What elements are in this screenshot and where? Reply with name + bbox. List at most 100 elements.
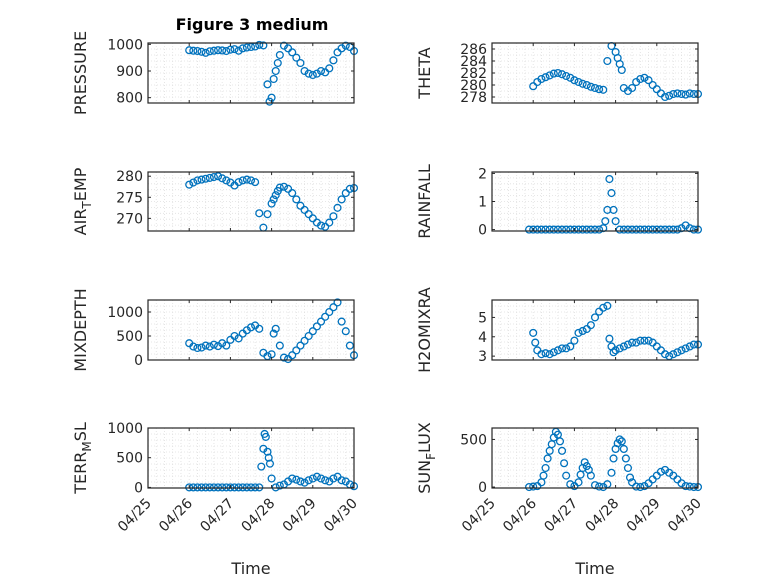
data-point xyxy=(279,353,289,362)
data-point xyxy=(557,225,567,234)
data-point xyxy=(189,46,198,55)
data-point xyxy=(615,225,624,234)
data-point xyxy=(590,225,600,234)
x-tick-label: 04/25 xyxy=(459,496,499,536)
x-tick-label: 04/29 xyxy=(624,496,664,536)
data-point xyxy=(316,317,326,326)
data-point xyxy=(611,217,620,226)
data-point xyxy=(265,97,274,106)
data-point xyxy=(213,46,223,55)
data-point xyxy=(636,336,645,345)
data-point xyxy=(300,336,309,345)
y-axis-label: H2OMIXRA xyxy=(415,287,434,373)
y-tick-label: 2 xyxy=(478,166,487,182)
data-point xyxy=(275,341,284,350)
data-point xyxy=(603,301,612,310)
subplot-8: 0 500 04/25 04/26 04/27 04/28 04/29 04/30 Time SU… xyxy=(415,422,705,578)
y-tick-label: 1000 xyxy=(107,37,143,53)
y-tick-label: 500 xyxy=(460,432,487,448)
data-point xyxy=(333,48,342,57)
y-tick-label: 5 xyxy=(478,310,487,326)
x-tick-label: 04/30 xyxy=(665,496,705,536)
data-point xyxy=(541,349,550,358)
data-point xyxy=(599,303,608,312)
y-axis-label: THETA xyxy=(415,47,434,99)
subplot-1: 800 900 1000 PRESSURE xyxy=(71,31,359,115)
data-point xyxy=(263,447,272,456)
data-point xyxy=(279,182,289,191)
data-point xyxy=(316,66,326,76)
data-point xyxy=(234,334,243,343)
x-tick-label: 04/26 xyxy=(500,495,540,535)
data-point xyxy=(648,80,657,90)
data-point xyxy=(205,173,214,182)
data-point xyxy=(609,454,618,463)
data-point xyxy=(545,350,554,359)
data-point xyxy=(325,64,334,73)
data-point xyxy=(308,214,317,223)
y-tick-label: 286 xyxy=(460,42,487,58)
data-point xyxy=(269,74,278,84)
data-point xyxy=(312,472,321,481)
data-point xyxy=(329,212,338,221)
data-point xyxy=(673,225,682,234)
data-point xyxy=(185,180,194,189)
data-point xyxy=(292,475,301,484)
data-point xyxy=(209,46,218,55)
data-point xyxy=(238,44,247,53)
data-point xyxy=(636,74,645,84)
data-point xyxy=(193,46,202,56)
data-point xyxy=(586,321,595,330)
data-point xyxy=(234,178,243,187)
data-point xyxy=(562,471,571,480)
data-point xyxy=(316,474,326,483)
data-point xyxy=(609,205,618,214)
data-point xyxy=(632,482,641,491)
axes-box xyxy=(147,299,355,361)
data-point xyxy=(566,225,575,234)
subplot-3: 270 275 280 AIRTEMP xyxy=(71,167,359,235)
data-point xyxy=(205,342,214,351)
data-points xyxy=(525,174,703,234)
x-tick-label: 04/30 xyxy=(321,496,361,536)
y-tick-label: 0 xyxy=(134,480,143,496)
data-point xyxy=(595,85,604,94)
data-point xyxy=(607,189,616,198)
data-point xyxy=(263,210,272,219)
data-point xyxy=(205,47,214,56)
data-point xyxy=(603,56,612,66)
subplot-5: 0 500 1000 MIXDEPTH xyxy=(71,288,359,372)
data-point xyxy=(288,474,297,483)
data-point xyxy=(601,217,610,226)
data-point xyxy=(193,343,202,353)
data-point xyxy=(669,89,678,99)
y-tick-label: 1000 xyxy=(107,305,143,321)
data-point xyxy=(570,225,579,234)
data-point xyxy=(669,350,678,359)
data-point xyxy=(300,66,309,76)
data-point xyxy=(271,191,280,200)
data-point xyxy=(621,454,630,463)
data-point xyxy=(269,195,278,204)
data-point xyxy=(665,91,674,100)
data-point xyxy=(218,339,227,348)
x-axis-label: Time xyxy=(574,559,614,578)
x-tick-label: 04/26 xyxy=(156,495,196,535)
data-point xyxy=(689,340,698,349)
axes-box xyxy=(147,42,355,104)
data-point xyxy=(636,225,645,234)
data-point xyxy=(261,432,270,441)
x-tick-label: 04/28 xyxy=(239,496,279,536)
data-point xyxy=(308,327,317,336)
data-point xyxy=(560,459,569,468)
grid xyxy=(148,300,354,360)
data-point xyxy=(218,174,227,183)
data-point xyxy=(586,225,595,234)
y-tick-label: 1000 xyxy=(107,421,143,437)
data-point xyxy=(345,341,354,350)
data-point xyxy=(549,225,558,234)
data-point xyxy=(660,92,670,102)
data-point xyxy=(562,344,571,353)
data-point xyxy=(284,44,293,53)
